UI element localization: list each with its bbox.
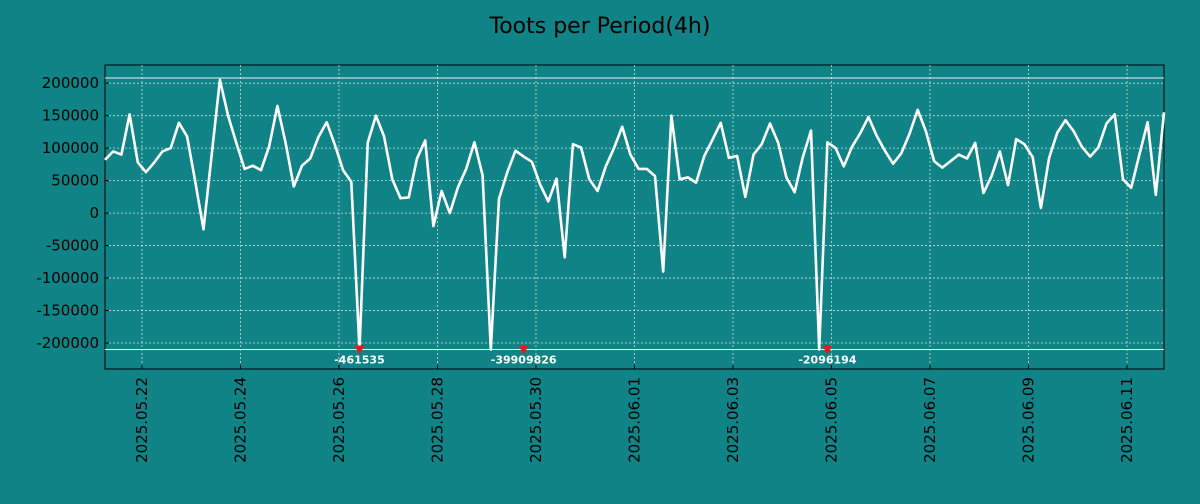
outlier-marker (822, 345, 833, 355)
x-tick-label: 2025.05.30 (527, 377, 545, 463)
y-tick-label: -200000 (36, 334, 99, 352)
y-tick-label: 200000 (42, 74, 99, 92)
outlier-label: -39909826 (491, 354, 557, 367)
x-tick-label: 2025.06.07 (921, 377, 939, 463)
y-tick-label: 150000 (42, 107, 99, 125)
y-tick-label: -50000 (46, 237, 99, 255)
x-tick-label: 2025.06.03 (724, 377, 742, 463)
y-tick-label: 100000 (42, 139, 99, 157)
chart-title: Toots per Period(4h) (489, 14, 711, 39)
y-tick-label: 50000 (51, 172, 99, 190)
x-tick-label: 2025.06.11 (1118, 377, 1136, 463)
y-tick-label: -150000 (36, 302, 99, 320)
outlier-marker (354, 345, 365, 355)
series-line (104, 78, 1166, 351)
outlier-label: -2096194 (798, 354, 856, 367)
x-tick-label: 2025.06.01 (626, 377, 644, 463)
y-tick-label: 0 (89, 204, 99, 222)
outlier-label: -461535 (334, 354, 385, 367)
x-tick-label: 2025.05.22 (133, 377, 151, 463)
x-tick-label: 2025.05.28 (428, 377, 446, 463)
x-tick-label: 2025.05.26 (330, 377, 348, 463)
x-tick-label: 2025.06.05 (823, 377, 841, 463)
y-tick-label: -100000 (36, 269, 99, 287)
x-tick-label: 2025.06.09 (1020, 377, 1038, 463)
x-tick-label: 2025.05.24 (231, 377, 249, 463)
outlier-marker (518, 345, 529, 355)
